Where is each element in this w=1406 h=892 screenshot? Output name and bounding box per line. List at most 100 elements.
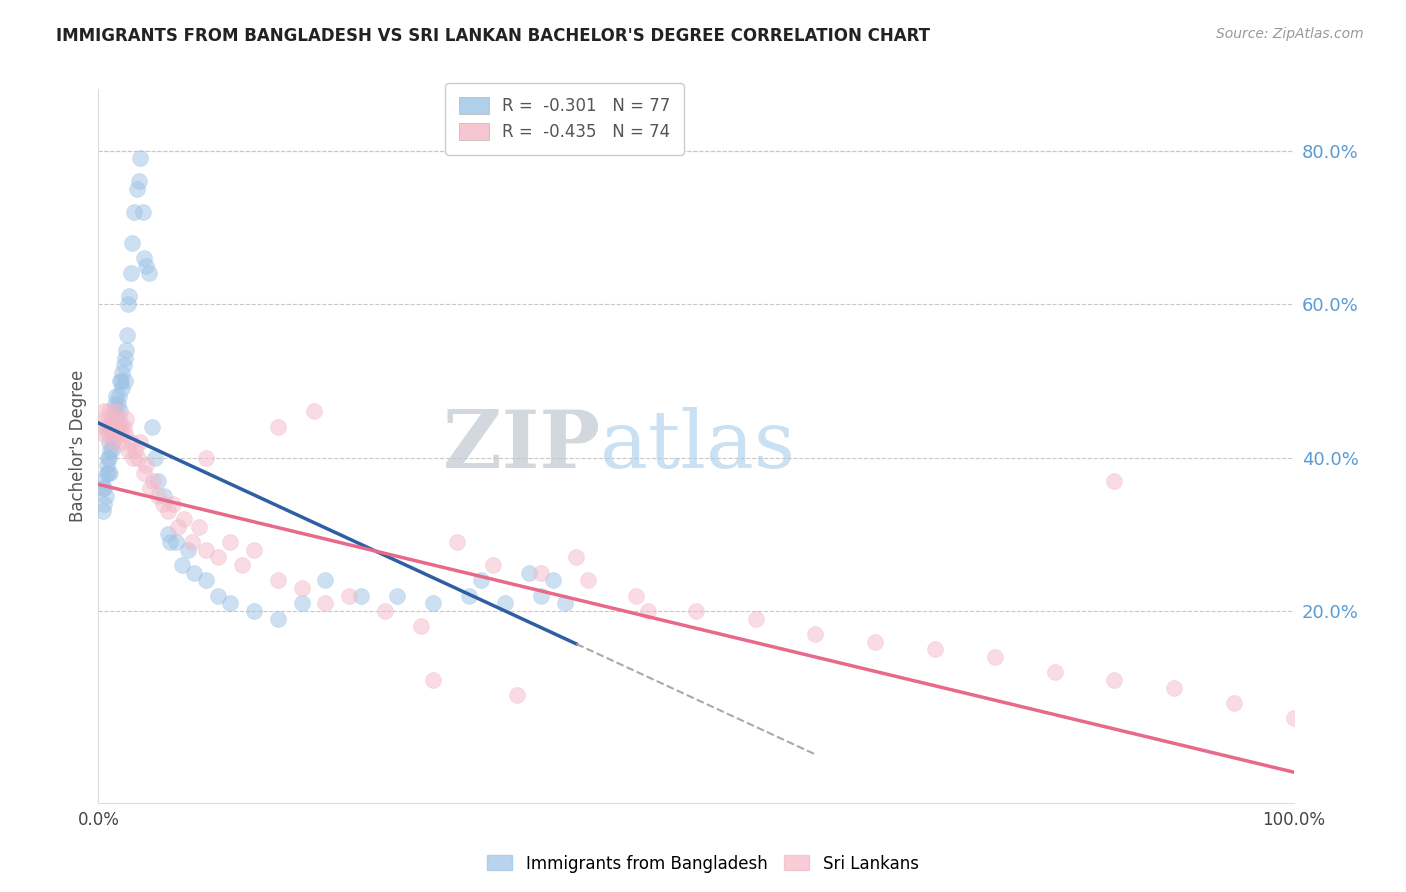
Point bbox=[458, 589, 481, 603]
Point bbox=[128, 174, 150, 188]
Point bbox=[374, 604, 396, 618]
Point bbox=[111, 435, 134, 450]
Point bbox=[120, 266, 142, 280]
Point bbox=[565, 550, 588, 565]
Point bbox=[124, 205, 146, 219]
Point bbox=[219, 535, 242, 549]
Point bbox=[107, 412, 129, 426]
Point bbox=[94, 412, 117, 426]
Point bbox=[114, 351, 136, 365]
Point bbox=[984, 650, 1007, 665]
Point bbox=[156, 527, 179, 541]
Point bbox=[385, 589, 409, 603]
Point bbox=[120, 435, 142, 450]
Point bbox=[865, 634, 887, 648]
Point bbox=[578, 574, 600, 588]
Point bbox=[96, 458, 118, 473]
Point bbox=[1104, 474, 1126, 488]
Point bbox=[98, 450, 121, 465]
Point bbox=[231, 558, 253, 572]
Point bbox=[91, 474, 114, 488]
Point bbox=[554, 596, 576, 610]
Point bbox=[350, 589, 373, 603]
Point bbox=[141, 419, 163, 434]
Point bbox=[148, 489, 170, 503]
Point bbox=[153, 489, 176, 503]
Point bbox=[91, 481, 114, 495]
Point bbox=[745, 612, 768, 626]
Point bbox=[626, 589, 648, 603]
Point bbox=[148, 474, 170, 488]
Point bbox=[219, 596, 242, 610]
Point bbox=[207, 589, 229, 603]
Point bbox=[422, 596, 444, 610]
Point bbox=[1104, 673, 1126, 687]
Point bbox=[115, 412, 138, 426]
Point bbox=[103, 419, 125, 434]
Text: IMMIGRANTS FROM BANGLADESH VS SRI LANKAN BACHELOR'S DEGREE CORRELATION CHART: IMMIGRANTS FROM BANGLADESH VS SRI LANKAN… bbox=[56, 27, 931, 45]
Point bbox=[105, 389, 128, 403]
Point bbox=[494, 596, 516, 610]
Point bbox=[107, 397, 129, 411]
Point bbox=[91, 419, 114, 434]
Point bbox=[1223, 696, 1246, 710]
Point bbox=[114, 374, 136, 388]
Point bbox=[104, 427, 127, 442]
Point bbox=[112, 419, 135, 434]
Point bbox=[315, 574, 337, 588]
Point bbox=[267, 419, 290, 434]
Point bbox=[103, 404, 125, 418]
Point bbox=[187, 519, 209, 533]
Point bbox=[96, 466, 118, 480]
Point bbox=[93, 404, 115, 418]
Point bbox=[98, 419, 122, 434]
Point bbox=[183, 566, 205, 580]
Point bbox=[804, 627, 827, 641]
Point bbox=[101, 419, 124, 434]
Point bbox=[446, 535, 468, 549]
Point bbox=[1282, 711, 1305, 725]
Point bbox=[267, 612, 290, 626]
Point bbox=[108, 404, 131, 418]
Point bbox=[101, 435, 124, 450]
Point bbox=[422, 673, 444, 687]
Point bbox=[105, 412, 128, 426]
Point bbox=[97, 450, 120, 465]
Point bbox=[339, 589, 361, 603]
Point bbox=[101, 435, 124, 450]
Point bbox=[107, 389, 129, 403]
Point bbox=[94, 489, 117, 503]
Point bbox=[470, 574, 492, 588]
Point bbox=[132, 466, 155, 480]
Point bbox=[110, 419, 132, 434]
Point bbox=[291, 581, 314, 595]
Point bbox=[530, 566, 553, 580]
Point bbox=[117, 442, 139, 457]
Point bbox=[541, 574, 564, 588]
Legend: R =  -0.301   N = 77, R =  -0.435   N = 74: R = -0.301 N = 77, R = -0.435 N = 74 bbox=[446, 83, 683, 154]
Point bbox=[530, 589, 553, 603]
Point bbox=[110, 374, 132, 388]
Point bbox=[195, 542, 218, 557]
Point bbox=[152, 497, 174, 511]
Point bbox=[98, 435, 121, 450]
Point bbox=[105, 404, 128, 418]
Point bbox=[117, 297, 139, 311]
Point bbox=[135, 458, 157, 473]
Point bbox=[100, 419, 122, 434]
Point bbox=[195, 574, 218, 588]
Point bbox=[177, 542, 200, 557]
Point bbox=[132, 251, 155, 265]
Point bbox=[127, 450, 149, 465]
Point bbox=[98, 442, 122, 457]
Point bbox=[207, 550, 229, 565]
Point bbox=[291, 596, 314, 610]
Point bbox=[165, 535, 187, 549]
Point bbox=[685, 604, 707, 618]
Point bbox=[98, 404, 121, 418]
Point bbox=[93, 427, 115, 442]
Point bbox=[481, 558, 505, 572]
Point bbox=[93, 497, 115, 511]
Point bbox=[107, 419, 129, 434]
Point bbox=[111, 366, 134, 380]
